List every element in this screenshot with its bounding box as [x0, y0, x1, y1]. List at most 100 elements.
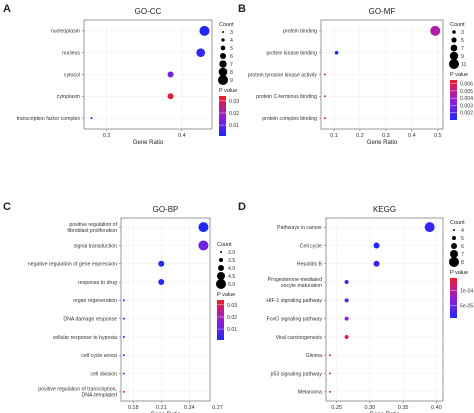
- size-legend-dot: [219, 60, 227, 68]
- data-point: [198, 240, 209, 251]
- color-legend-label: 0.03: [229, 99, 239, 105]
- panel-title: GO-CC: [135, 7, 162, 16]
- size-legend-label: 3.0: [228, 250, 235, 256]
- size-legend-title: Count: [217, 242, 232, 248]
- panel-letter: A: [3, 3, 11, 15]
- size-legend-dot: [449, 257, 459, 267]
- size-legend-dot: [221, 38, 225, 42]
- data-point: [328, 354, 331, 357]
- data-point: [122, 317, 125, 320]
- color-legend-label: 0.004: [460, 96, 473, 102]
- x-tick-label: 0.30: [365, 405, 376, 411]
- data-point: [167, 93, 174, 100]
- category-label: cytosol: [64, 72, 80, 78]
- color-legend-bar: [217, 300, 224, 340]
- size-legend-label: 6: [461, 244, 464, 250]
- panel-title: GO-BP: [153, 205, 179, 214]
- size-legend-dot: [451, 243, 457, 249]
- size-legend-label: 8: [230, 70, 233, 76]
- plot-frame: [120, 217, 211, 402]
- color-legend-label: 0.005: [460, 89, 473, 95]
- size-legend-dot: [449, 51, 459, 61]
- data-point: [344, 298, 349, 303]
- size-legend-label: 9: [230, 78, 233, 84]
- category-label: Hepatitis B: [297, 262, 323, 268]
- category-label: cell division: [90, 371, 117, 377]
- category-label: HIF-1 signaling pathway: [266, 298, 322, 304]
- size-legend-dot: [220, 251, 222, 253]
- category-label: positive regulation of fibroblast prolife…: [67, 222, 117, 234]
- size-legend-label: 9: [461, 54, 464, 60]
- data-point: [334, 50, 339, 55]
- data-point: [199, 25, 210, 36]
- color-legend-label: 0.006: [460, 82, 473, 88]
- size-legend-title: Count: [450, 220, 465, 226]
- x-tick-label: 0.24: [184, 405, 195, 411]
- size-legend-dot: [218, 265, 224, 271]
- size-legend-label: 7: [461, 252, 464, 258]
- data-point: [323, 117, 326, 120]
- size-legend-dot: [220, 53, 226, 59]
- size-legend-label: 3: [461, 30, 464, 36]
- x-tick-label: 0.3: [382, 133, 390, 139]
- color-legend-label: 0.01: [229, 123, 239, 129]
- category-label: Progesterone-mediated oocyte maturation: [268, 277, 322, 289]
- size-legend-dot: [218, 75, 228, 85]
- x-tick-label: 0.5: [434, 133, 442, 139]
- size-legend-dot: [451, 37, 457, 43]
- category-label: DNA damage response: [63, 316, 117, 322]
- x-tick-label: 0.25: [331, 405, 342, 411]
- data-point: [122, 390, 125, 393]
- size-legend-label: 7: [230, 62, 233, 68]
- data-point: [198, 222, 209, 233]
- category-label: positive regulation of transcription, DNA…: [38, 387, 117, 399]
- panel-go-bp: C GO-BP positive regulation of fibroblast p…: [3, 201, 237, 413]
- category-label: protein kinase binding: [267, 51, 318, 57]
- panel-go-mf: B GO-MF protein binding protein kinase bind…: [238, 3, 473, 146]
- data-point: [424, 222, 435, 233]
- color-legend-title: P value: [450, 270, 468, 276]
- size-legend-title: Count: [450, 22, 465, 28]
- x-tick-label: 0.21: [156, 405, 167, 411]
- size-legend-dot: [453, 229, 455, 231]
- category-label: protein binding: [283, 29, 317, 35]
- x-axis-label: Gene Ratio: [367, 140, 398, 146]
- color-legend-label: 0.003: [460, 103, 473, 109]
- color-legend-title: P value: [217, 292, 235, 298]
- category-label: protein complex binding: [262, 116, 317, 122]
- category-label: Glioma: [306, 353, 323, 359]
- category-label: signal transduction: [74, 243, 117, 249]
- size-legend-dot: [452, 30, 456, 34]
- data-point: [344, 280, 349, 285]
- color-legend-label: 5e-05: [460, 304, 473, 310]
- category-label: transcription factor complex: [17, 116, 81, 122]
- size-legend-dot: [218, 67, 228, 77]
- size-legend-label: 5.0: [228, 282, 235, 288]
- category-label: cytoplasm: [57, 94, 80, 100]
- color-legend-label: 0.002: [460, 111, 473, 117]
- x-axis-label: Gene Ratio: [133, 140, 164, 146]
- color-legend-title: P value: [450, 72, 468, 78]
- data-point: [122, 335, 125, 338]
- panel-letter: D: [238, 201, 246, 213]
- size-legend-label: 5: [461, 236, 464, 242]
- size-legend-label: 4: [461, 228, 464, 234]
- category-label: protein tyrosine kinase activity: [248, 72, 318, 78]
- data-point: [373, 260, 380, 267]
- category-label: cellular response to hypoxia: [53, 335, 117, 341]
- data-point: [344, 334, 349, 339]
- size-legend-label: 7: [461, 46, 464, 52]
- panel-go-cc: A GO-CC nucleoplasm nucleus cytosol cytoplasm…: [3, 3, 239, 146]
- data-point: [122, 299, 125, 302]
- data-point: [373, 242, 380, 249]
- data-point: [158, 260, 165, 267]
- size-legend-label: 4.0: [228, 266, 235, 272]
- data-point: [323, 95, 326, 98]
- category-label: protein C-terminus binding: [256, 94, 317, 100]
- data-point: [158, 279, 165, 286]
- size-legend-dot: [220, 45, 226, 51]
- color-legend-bar: [219, 96, 226, 136]
- size-legend-label: 8: [461, 260, 464, 266]
- x-tick-label: 0.2: [103, 133, 111, 139]
